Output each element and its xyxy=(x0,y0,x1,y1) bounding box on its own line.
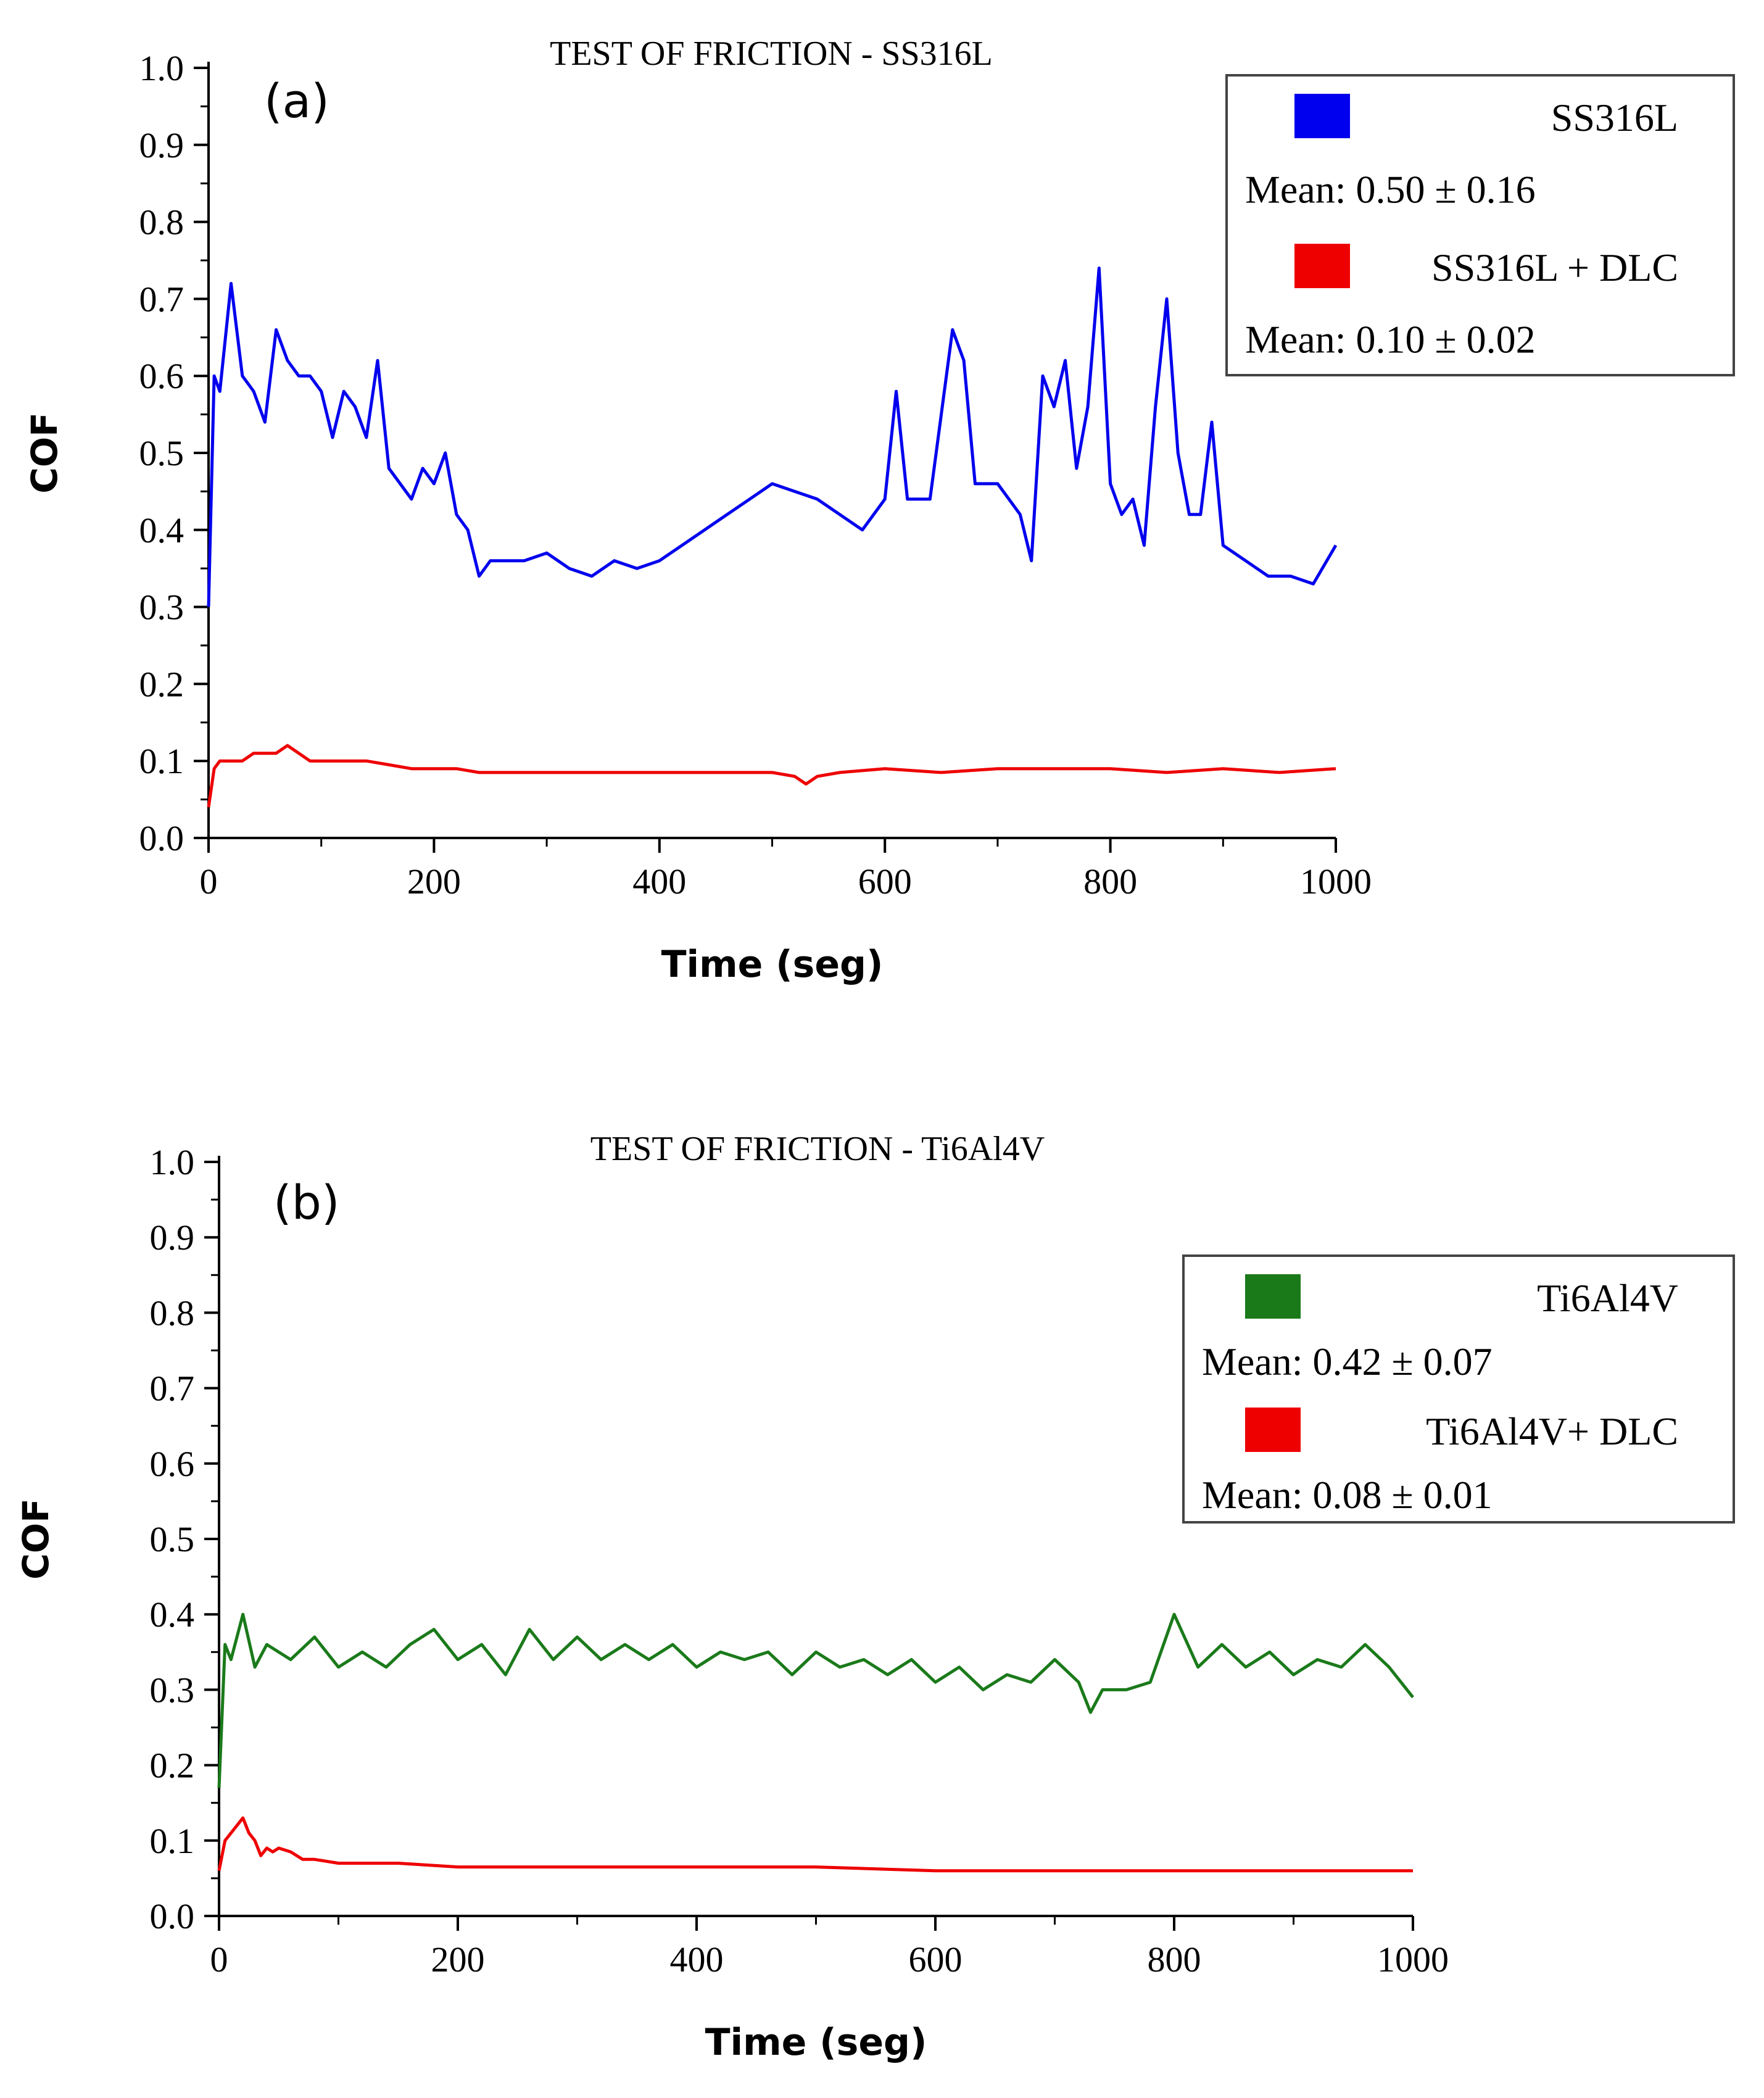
legend-series-name: Ti6Al4V+ DLC xyxy=(1426,1409,1678,1453)
legend-box xyxy=(1225,74,1735,376)
y-tick-label: 0.7 xyxy=(139,279,184,319)
x-axis-label: Time (seg) xyxy=(661,943,884,986)
legend-mean-label: Mean: 0.50 ± 0.16 xyxy=(1245,168,1536,212)
chart-panel-a: 0.0 0.1 0.2 0.3 0.4 0.5 0.6 0.7 0.8 0.9 1.0 0 200 400… xyxy=(23,35,1735,986)
chart-title: TEST OF FRICTION - Ti6Al4V xyxy=(590,1130,1045,1168)
x-tick-label: 1000 xyxy=(1377,1939,1449,1980)
y-tick-label: 0.8 xyxy=(139,202,184,243)
y-tick-label: 0.1 xyxy=(150,1821,195,1861)
x-tick-label: 400 xyxy=(670,1939,724,1980)
x-tick-label: 400 xyxy=(632,861,686,902)
y-tick-label: 0.0 xyxy=(150,1896,195,1936)
y-axis-label: COF xyxy=(15,1498,57,1580)
panel-label: (a) xyxy=(264,73,329,128)
chart-panel-b: 0.0 0.1 0.2 0.3 0.4 0.5 0.6 0.7 0.8 0.9 1.0 0 200 400… xyxy=(15,1130,1735,2064)
x-tick-label: 200 xyxy=(431,1939,485,1980)
series-line-ss316l xyxy=(207,267,1338,607)
legend-swatch xyxy=(1245,1408,1301,1452)
x-tick-label: 800 xyxy=(1148,1939,1201,1980)
y-tick-label: 1.0 xyxy=(139,48,184,88)
y-tick-label: 0.3 xyxy=(139,587,184,628)
legend-swatch xyxy=(1294,244,1350,288)
legend-series-name: SS316L xyxy=(1551,96,1678,139)
y-tick-label: 0.0 xyxy=(139,818,184,858)
y-tick-label: 0.6 xyxy=(150,1444,195,1484)
y-tick-label: 0.9 xyxy=(139,125,184,165)
y-tick-label: 0.4 xyxy=(150,1594,195,1635)
x-tick-label: 0 xyxy=(200,861,218,902)
y-tick-label: 0.7 xyxy=(150,1369,195,1409)
legend-swatch xyxy=(1294,94,1350,138)
legend: SS316L Mean: 0.50 ± 0.16 SS316L + DLC Mean:… xyxy=(1225,74,1735,376)
y-tick-label: 0.4 xyxy=(139,510,184,550)
y-tick-label: 0.1 xyxy=(139,741,184,781)
y-tick-label: 1.0 xyxy=(150,1142,195,1182)
legend-series-name: Ti6Al4V xyxy=(1537,1276,1678,1320)
legend-mean-label: Mean: 0.42 ± 0.07 xyxy=(1202,1340,1493,1383)
legend-mean-label: Mean: 0.08 ± 0.01 xyxy=(1202,1473,1493,1517)
x-tick-label: 1000 xyxy=(1300,861,1372,902)
series-line-ti6al4v-dlc xyxy=(217,1816,1413,1873)
y-axis-label: COF xyxy=(23,412,65,494)
x-tick-label: 200 xyxy=(407,861,461,902)
series-line-ti6al4v xyxy=(217,1612,1414,1788)
x-tick-label: 800 xyxy=(1083,861,1137,902)
y-tick-label: 0.6 xyxy=(139,356,184,396)
chart-title: TEST OF FRICTION - SS316L xyxy=(550,35,993,73)
x-axis-label: Time (seg) xyxy=(705,2021,927,2064)
y-tick-label: 0.3 xyxy=(150,1670,195,1710)
legend-swatch xyxy=(1245,1274,1301,1319)
legend-series-name: SS316L + DLC xyxy=(1431,246,1678,289)
series-line-ss316l-dlc xyxy=(207,744,1336,808)
y-tick-label: 0.2 xyxy=(139,664,184,704)
x-tick-label: 600 xyxy=(909,1939,963,1980)
y-tick-label: 0.2 xyxy=(150,1746,195,1786)
x-tick-label: 0 xyxy=(210,1939,228,1980)
legend-mean-label: Mean: 0.10 ± 0.02 xyxy=(1245,318,1536,362)
y-tick-label: 0.8 xyxy=(150,1293,195,1333)
legend: Ti6Al4V Mean: 0.42 ± 0.07 Ti6Al4V+ DLC Mean… xyxy=(1182,1254,1735,1524)
panel-label: (b) xyxy=(273,1175,340,1230)
y-tick-label: 0.5 xyxy=(139,433,184,473)
y-tick-label: 0.5 xyxy=(150,1519,195,1559)
x-tick-label: 600 xyxy=(858,861,912,902)
y-tick-label: 0.9 xyxy=(150,1217,195,1258)
